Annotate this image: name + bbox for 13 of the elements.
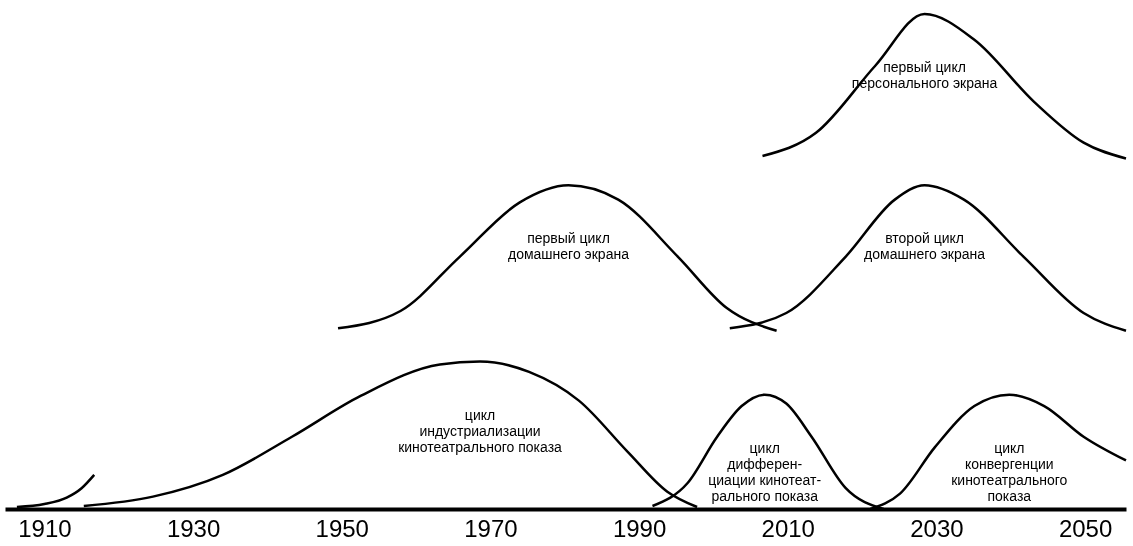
x-tick-label: 1950: [315, 514, 369, 542]
series-label: первый цикл домашнего экрана: [508, 230, 630, 263]
series-label: цикл индустриализации кинотеатрального показа: [398, 406, 563, 455]
x-tick-label: 2030: [910, 514, 964, 542]
x-tick-label: 2050: [1058, 514, 1113, 542]
series-label: цикл дифферен- циации кинотеат- рального показа: [708, 439, 822, 504]
x-tick-label: 2010: [761, 514, 815, 542]
x-tick-label: 1970: [464, 514, 518, 542]
series-label: второй цикл домашнего экрана: [864, 230, 986, 263]
x-tick-label: 1910: [18, 514, 72, 542]
series-label: цикл конвергенции кинотеатрального показа: [951, 439, 1068, 504]
x-tick-label: 1930: [166, 514, 221, 542]
x-tick-label: 1990: [612, 514, 667, 542]
